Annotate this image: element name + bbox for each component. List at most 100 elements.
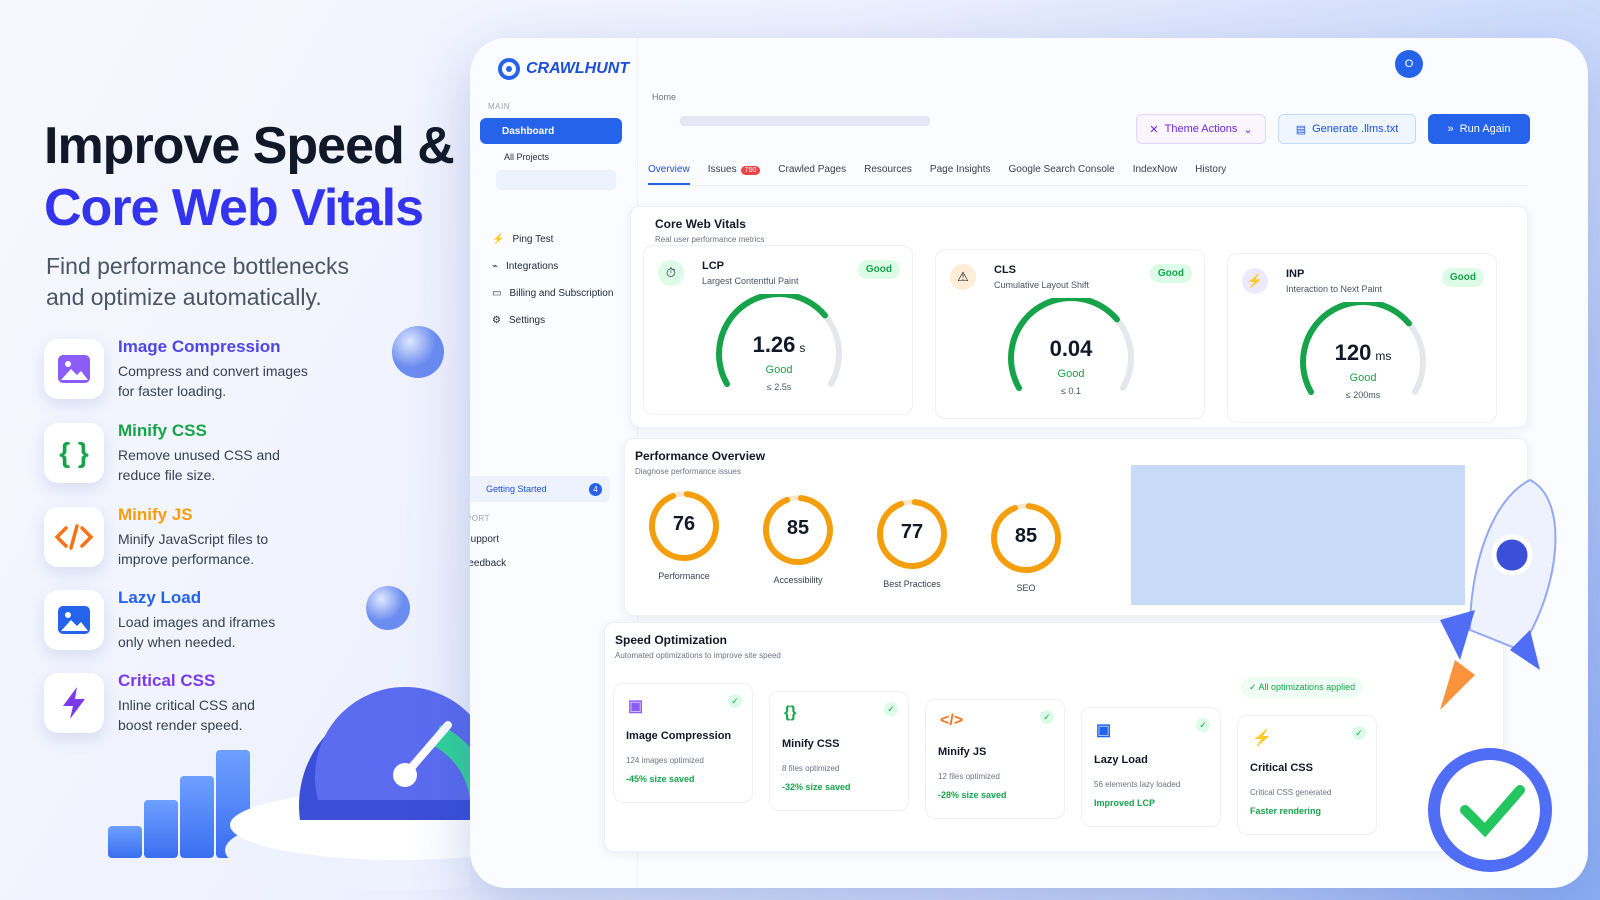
unit: s <box>799 341 806 355</box>
nav-item[interactable]: ▭ Billing and Subscription <box>492 288 614 299</box>
speed-result: -45% size saved <box>626 774 695 784</box>
gauge-arc <box>991 503 1061 573</box>
speed-detail: Critical CSS generated <box>1250 788 1332 797</box>
tab-label: Google Search Console <box>1008 164 1115 175</box>
gauge-arc <box>649 491 719 561</box>
feature-title: Image Compression <box>118 337 281 356</box>
score-value: 85 <box>786 517 810 539</box>
feature-icon <box>44 590 104 650</box>
check: ✓ <box>1040 710 1054 724</box>
tab[interactable]: Google Search Console <box>1009 164 1115 185</box>
speed-item: ▣ ✓ Image Compression 124 images optimized -… <box>613 683 753 803</box>
count-badge: 4 <box>589 482 602 496</box>
speed-icon: ⚡ <box>1252 730 1272 747</box>
feature-desc: Load images and iframes only when needed. <box>118 612 275 652</box>
value: 0.04 <box>1049 336 1093 361</box>
run-again-button[interactable]: » Run Again <box>1428 114 1530 144</box>
nav-item[interactable]: ⓘ Support <box>470 532 499 547</box>
icon <box>58 355 90 383</box>
gauge-arc <box>877 499 947 569</box>
brand: CRAWLHUNT <box>498 58 629 80</box>
getting-started[interactable]: Getting Started 4 <box>470 476 610 502</box>
brand-name: CRAWLHUNT <box>526 60 630 77</box>
metric-card: ⚡ INP Interaction to Next Paint Good 120 ms Go… <box>1227 253 1497 423</box>
label: All optimizations applied <box>1258 682 1356 692</box>
logo <box>498 58 520 80</box>
nav-label: Settings <box>508 315 546 326</box>
feature-desc: Compress and convert images for faster lo… <box>118 361 308 401</box>
feature-icon <box>44 673 104 733</box>
feature: Critical CSS Inline critical CSS and boos… <box>44 671 424 741</box>
gauge-arc <box>716 294 828 387</box>
tab-label: Resources <box>864 164 912 175</box>
metric-status: Good <box>765 364 793 376</box>
theme-actions-button[interactable]: ✕ Theme Actions ⌄ <box>1136 114 1266 144</box>
section-label: MAIN <box>488 102 510 111</box>
text: only when needed. <box>118 634 236 650</box>
speed-detail: 8 files optimized <box>782 764 840 773</box>
card-title: Core Web Vitals <box>655 217 746 231</box>
icon <box>63 687 85 719</box>
feature-icon: { } <box>44 423 104 483</box>
tab[interactable]: Overview <box>648 164 690 185</box>
speed-item: {} ✓ Minify CSS 8 files optimized -32% size … <box>769 691 909 811</box>
breadcrumb[interactable]: Home <box>652 92 677 102</box>
nav-item[interactable]: ⌁ Integrations <box>492 261 559 272</box>
metric-status: Good <box>1057 368 1085 380</box>
tab[interactable]: History <box>1195 164 1226 185</box>
tab[interactable]: Resources <box>864 164 912 185</box>
score-ring <box>649 491 719 561</box>
speed-title: Lazy Load <box>1094 754 1148 766</box>
score-ring <box>763 495 833 565</box>
speed-icon: </> <box>940 712 964 729</box>
nav-item[interactable]: ⚡ Ping Test <box>492 234 554 245</box>
tab[interactable]: Page Insights <box>930 164 991 185</box>
tab-label: Crawled Pages <box>778 164 847 175</box>
speed-icon: ▣ <box>628 698 644 715</box>
text: Remove unused CSS and <box>118 447 280 463</box>
nav-all-projects[interactable]: All Projects <box>504 152 550 162</box>
nav-dashboard[interactable]: Dashboard <box>480 118 622 144</box>
speed-title: Critical CSS <box>1250 762 1313 774</box>
check: ✓ <box>728 694 742 708</box>
speed-result: -32% size saved <box>782 782 851 792</box>
metric-name: Interaction to Next Paint <box>1286 284 1383 294</box>
tab-label: IndexNow <box>1132 164 1178 175</box>
tab[interactable]: IndexNow <box>1133 164 1177 185</box>
feature-icon <box>44 507 104 567</box>
text: reduce file size. <box>118 467 216 483</box>
metric-status: Good <box>1349 372 1377 384</box>
text: Minify JavaScript files to <box>118 531 269 547</box>
score-value: 76 <box>672 513 696 535</box>
nav-label: Feedback <box>470 558 507 569</box>
feature-title: Minify CSS <box>118 421 207 440</box>
speed-detail: 56 elements lazy loaded <box>1094 780 1181 789</box>
feature: Image Compression Compress and convert i… <box>44 337 424 407</box>
generate-button[interactable]: ▤ Generate .llms.txt <box>1278 114 1416 144</box>
metric-value: 0.04 <box>936 336 1206 362</box>
nav-item[interactable]: ☺ Feedback <box>470 558 506 569</box>
tab[interactable]: Issues 750 <box>708 164 761 185</box>
label: Getting Started <box>486 484 547 494</box>
metric-abbr: INP <box>1286 268 1305 280</box>
project-placeholder[interactable] <box>496 170 616 190</box>
metric-card: ⏱ LCP Largest Contentful Paint Good 1.26 s Goo… <box>643 245 913 415</box>
feature-icon <box>44 339 104 399</box>
gauge-arc <box>1008 298 1120 391</box>
metric-threshold: ≤ 200ms <box>1345 390 1381 400</box>
speed-icon: ▣ <box>1096 722 1112 739</box>
tab[interactable]: Crawled Pages <box>778 164 846 185</box>
text: for faster loading. <box>118 383 227 399</box>
decoration <box>108 326 470 890</box>
speed-item: ▣ ✓ Lazy Load 56 elements lazy loaded Improv… <box>1081 707 1221 827</box>
metric-threshold: ≤ 0.1 <box>1061 386 1081 396</box>
speed-title: Image Compression <box>626 730 732 742</box>
metric-name: Largest Contentful Paint <box>702 276 799 286</box>
metric-card: ⚠ CLS Cumulative Layout Shift Good 0.04 Good ≤… <box>935 249 1205 419</box>
nav-item[interactable]: ⚙ Settings <box>492 315 546 326</box>
card-title: Performance Overview <box>635 449 766 463</box>
avatar[interactable]: O <box>1395 50 1423 78</box>
nav-label: Billing and Subscription <box>509 288 614 299</box>
metric-icon: ⚡ <box>1242 268 1268 294</box>
feature-desc: Remove unused CSS and reduce file size. <box>118 445 280 485</box>
